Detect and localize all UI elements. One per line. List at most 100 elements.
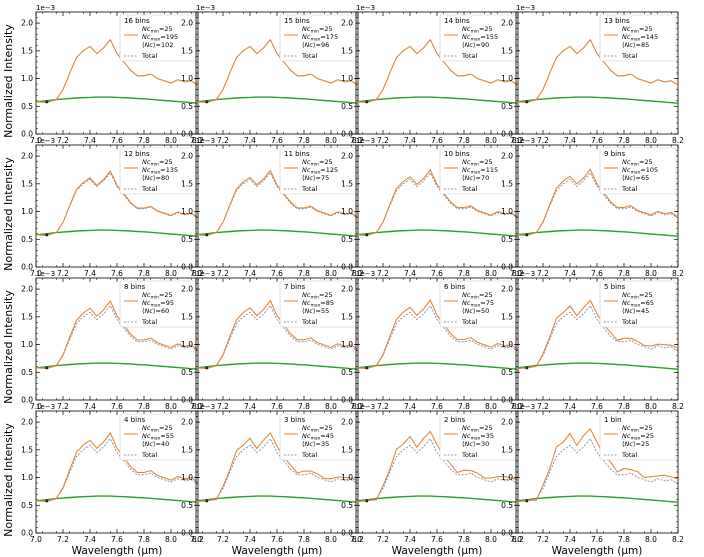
x-tick-label: 7.8 bbox=[298, 136, 310, 145]
x-tick-label: 8.2 bbox=[352, 136, 364, 145]
x-tick-label: 7.8 bbox=[458, 136, 470, 145]
x-axis-label: Wavelength (μm) bbox=[232, 545, 323, 557]
y-tick-label: 1.5 bbox=[21, 46, 33, 55]
legend-total-label: Total bbox=[621, 52, 637, 60]
legend-nc-min: Ncmin=25 bbox=[622, 158, 653, 168]
y-tick-label: 0.5 bbox=[501, 235, 513, 244]
y-tick-label: 2.0 bbox=[341, 418, 353, 427]
total-line bbox=[355, 171, 519, 236]
y-tick-label: 1.5 bbox=[181, 445, 193, 454]
legend-total-label: Total bbox=[461, 318, 477, 326]
x-tick-label: 8.0 bbox=[325, 269, 337, 278]
legend-nc-min: Ncmin=25 bbox=[462, 424, 493, 434]
x-tick-label: 7.2 bbox=[537, 136, 549, 145]
y-tick-label: 0.5 bbox=[501, 501, 513, 510]
y-tick-label: 2.0 bbox=[341, 285, 353, 294]
legend-title: 11 bins bbox=[284, 150, 310, 158]
x-tick-label: 7.2 bbox=[217, 402, 229, 411]
continuum-line bbox=[35, 362, 199, 370]
legend-box bbox=[599, 14, 677, 62]
y-tick-label: 1.5 bbox=[341, 445, 353, 454]
x-tick-label: 7.0 bbox=[510, 136, 522, 145]
legend-title: 12 bins bbox=[124, 150, 150, 158]
legend-title: 8 bins bbox=[124, 283, 146, 291]
legend-nc-mean: ⟨Nc⟩=40 bbox=[142, 440, 169, 448]
continuum-line bbox=[355, 495, 519, 503]
y-tick-label: 0.0 bbox=[501, 529, 513, 538]
marker-point bbox=[205, 233, 209, 237]
x-tick-label: 8.0 bbox=[645, 535, 657, 544]
offset-label: 1e−3 bbox=[516, 4, 535, 12]
continuum-line bbox=[515, 362, 679, 370]
x-tick-label: 8.0 bbox=[485, 402, 497, 411]
x-tick-label: 7.0 bbox=[350, 535, 362, 544]
x-tick-label: 7.0 bbox=[510, 402, 522, 411]
marker-point bbox=[45, 233, 49, 237]
legend-nc-mean: ⟨Nc⟩=96 bbox=[302, 41, 329, 49]
offset-label: 1e−3 bbox=[36, 4, 55, 12]
x-tick-label: 7.0 bbox=[350, 269, 362, 278]
x-tick-label: 7.6 bbox=[271, 136, 283, 145]
x-tick-label: 8.0 bbox=[165, 269, 177, 278]
x-tick-label: 7.6 bbox=[591, 535, 603, 544]
x-tick-label: 7.4 bbox=[84, 136, 96, 145]
legend-total-label: Total bbox=[301, 318, 317, 326]
y-tick-label: 0.5 bbox=[21, 235, 33, 244]
y-tick-label: 1.5 bbox=[341, 312, 353, 321]
x-tick-label: 7.8 bbox=[618, 269, 630, 278]
legend-nc-max: Ncmax=175 bbox=[302, 33, 338, 43]
legend-nc-min: Ncmin=25 bbox=[622, 25, 653, 35]
x-tick-label: 7.2 bbox=[217, 136, 229, 145]
legend-total-label: Total bbox=[301, 451, 317, 459]
marker-point bbox=[45, 100, 49, 104]
offset-label: 1e−3 bbox=[356, 137, 375, 145]
marker-point bbox=[205, 499, 209, 503]
x-tick-label: 7.0 bbox=[190, 535, 202, 544]
panel-3: 1e−37.0 7.2 7.4 7.6 7.8 8.0 8.20.00.51.01.52.0… bbox=[341, 4, 524, 145]
offset-label: 1e−3 bbox=[196, 270, 215, 278]
x-tick-label: 7.0 bbox=[30, 535, 42, 544]
panel-11: 1e−37.0 7.2 7.4 7.6 7.8 8.0 8.20.00.51.01.52.0… bbox=[341, 270, 524, 411]
continuum-line bbox=[515, 229, 679, 237]
legend-title: 3 bins bbox=[284, 416, 306, 424]
x-tick-label: 8.0 bbox=[645, 269, 657, 278]
x-tick-label: 7.6 bbox=[111, 136, 123, 145]
legend-nc-max: Ncmax=65 bbox=[622, 299, 654, 309]
y-tick-label: 0.5 bbox=[341, 501, 353, 510]
y-tick-label: 1.5 bbox=[21, 179, 33, 188]
legend-nc-min: Ncmin=25 bbox=[142, 158, 173, 168]
x-tick-label: 7.8 bbox=[138, 269, 150, 278]
x-tick-label: 8.2 bbox=[512, 535, 524, 544]
legend-nc-max: Ncmax=115 bbox=[462, 166, 498, 176]
total-line bbox=[515, 437, 679, 502]
x-tick-label: 8.2 bbox=[512, 269, 524, 278]
continuum-line bbox=[195, 96, 359, 104]
marker-point bbox=[45, 366, 49, 370]
y-tick-label: 1.0 bbox=[501, 74, 513, 83]
panel-16: 1e−37.0 7.2 7.4 7.6 7.8 8.0 8.20.00.51.01.52.0… bbox=[501, 403, 684, 557]
y-tick-label: 1.5 bbox=[501, 179, 513, 188]
x-tick-label: 7.4 bbox=[404, 535, 416, 544]
x-tick-label: 7.6 bbox=[431, 402, 443, 411]
x-tick-label: 7.2 bbox=[537, 269, 549, 278]
legend-title: 4 bins bbox=[124, 416, 146, 424]
continuum-line bbox=[355, 229, 519, 237]
y-tick-label: 0.5 bbox=[341, 368, 353, 377]
continuum-line bbox=[35, 229, 199, 237]
legend-nc-max: Ncmax=135 bbox=[142, 166, 178, 176]
y-tick-label: 1.0 bbox=[181, 74, 193, 83]
marker-point bbox=[525, 366, 529, 370]
panel-13: 1e−37.0 7.2 7.4 7.6 7.8 8.0 8.20.00.51.01.52.0… bbox=[21, 403, 204, 557]
legend-nc-min: Ncmin=25 bbox=[462, 158, 493, 168]
x-tick-label: 7.0 bbox=[350, 402, 362, 411]
legend-nc-mean: ⟨Nc⟩=102 bbox=[142, 41, 173, 49]
x-tick-label: 7.8 bbox=[138, 535, 150, 544]
legend-nc-mean: ⟨Nc⟩=80 bbox=[142, 174, 169, 182]
x-tick-label: 7.8 bbox=[618, 535, 630, 544]
legend-nc-mean: ⟨Nc⟩=75 bbox=[302, 174, 329, 182]
legend-nc-min: Ncmin=25 bbox=[462, 291, 493, 301]
x-tick-label: 7.8 bbox=[298, 402, 310, 411]
legend-nc-mean: ⟨Nc⟩=85 bbox=[622, 41, 649, 49]
y-tick-label: 2.0 bbox=[21, 152, 33, 161]
panel-10: 1e−37.0 7.2 7.4 7.6 7.8 8.0 8.20.00.51.01.52.0… bbox=[181, 270, 364, 411]
